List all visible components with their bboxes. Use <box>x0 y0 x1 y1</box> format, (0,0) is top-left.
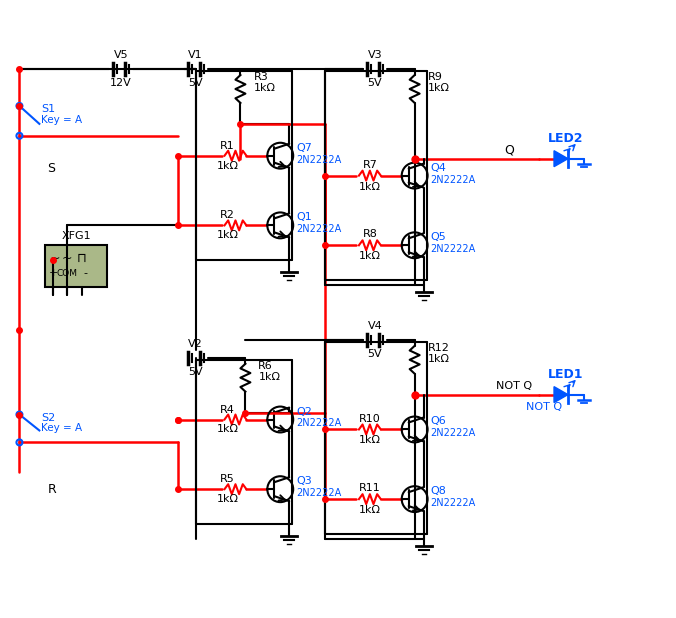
Text: Q3: Q3 <box>296 476 312 486</box>
Text: +: + <box>49 268 58 278</box>
Text: V4: V4 <box>368 321 382 331</box>
Text: LED2: LED2 <box>548 132 583 145</box>
Text: V2: V2 <box>189 339 203 349</box>
Text: 1kΩ: 1kΩ <box>359 436 381 446</box>
Text: 2N2222A: 2N2222A <box>431 244 476 254</box>
Text: ⊓: ⊓ <box>76 252 86 265</box>
Text: R2: R2 <box>220 210 235 221</box>
Text: V5: V5 <box>114 50 128 60</box>
Text: R3: R3 <box>254 72 268 82</box>
Text: -: - <box>83 268 87 278</box>
Text: Key = A: Key = A <box>41 115 82 125</box>
Text: 1kΩ: 1kΩ <box>254 83 275 93</box>
Text: ~: ~ <box>62 252 72 265</box>
FancyBboxPatch shape <box>45 245 107 287</box>
Text: 1kΩ: 1kΩ <box>359 182 381 192</box>
Text: Q5: Q5 <box>431 232 446 242</box>
Text: XFG1: XFG1 <box>62 231 91 241</box>
Text: 2N2222A: 2N2222A <box>431 174 476 185</box>
Text: R11: R11 <box>359 483 381 493</box>
Text: Q4: Q4 <box>431 163 446 172</box>
Text: 5V: 5V <box>189 366 203 377</box>
Text: Q1: Q1 <box>296 213 312 222</box>
Text: V1: V1 <box>189 50 203 60</box>
Text: 2N2222A: 2N2222A <box>296 418 341 428</box>
Text: COM: COM <box>57 269 78 277</box>
Text: 1kΩ: 1kΩ <box>216 231 239 240</box>
Text: 1kΩ: 1kΩ <box>216 161 239 171</box>
Text: Q7: Q7 <box>296 143 312 153</box>
Text: S: S <box>47 162 55 175</box>
Text: Q: Q <box>504 143 514 156</box>
Text: 2N2222A: 2N2222A <box>431 428 476 438</box>
Text: S1: S1 <box>41 104 55 114</box>
Text: 1kΩ: 1kΩ <box>216 494 239 504</box>
Text: R1: R1 <box>220 141 235 151</box>
Text: R7: R7 <box>362 159 377 170</box>
Text: 1kΩ: 1kΩ <box>216 425 239 434</box>
Text: R5: R5 <box>220 474 235 485</box>
Text: 2N2222A: 2N2222A <box>296 488 341 498</box>
Text: 1kΩ: 1kΩ <box>428 83 450 93</box>
Text: NOT Q: NOT Q <box>526 402 562 412</box>
Text: R6: R6 <box>258 361 273 371</box>
Text: 5V: 5V <box>189 78 203 88</box>
Text: NOT Q: NOT Q <box>496 381 532 391</box>
Text: 1kΩ: 1kΩ <box>359 505 381 515</box>
Polygon shape <box>554 151 568 167</box>
Text: R10: R10 <box>359 413 381 423</box>
Text: R: R <box>47 483 56 496</box>
Text: R4: R4 <box>220 405 235 415</box>
Text: 2N2222A: 2N2222A <box>296 224 341 234</box>
Text: LED1: LED1 <box>548 368 583 381</box>
Text: R8: R8 <box>362 229 377 239</box>
Text: Key = A: Key = A <box>41 423 82 433</box>
Text: Q8: Q8 <box>431 486 446 496</box>
Text: ~: ~ <box>50 252 61 265</box>
Text: 5V: 5V <box>368 78 382 88</box>
Text: 1kΩ: 1kΩ <box>258 371 281 382</box>
Text: Q2: Q2 <box>296 407 312 417</box>
Polygon shape <box>554 387 568 402</box>
Text: 5V: 5V <box>368 349 382 359</box>
Text: Q6: Q6 <box>431 417 446 426</box>
Text: S2: S2 <box>41 412 55 423</box>
Text: V3: V3 <box>368 50 382 60</box>
Text: 2N2222A: 2N2222A <box>296 154 341 164</box>
Text: 2N2222A: 2N2222A <box>431 498 476 508</box>
Text: 1kΩ: 1kΩ <box>359 252 381 261</box>
Text: 1kΩ: 1kΩ <box>428 353 450 364</box>
Text: R9: R9 <box>428 72 443 82</box>
Text: 12V: 12V <box>110 78 132 88</box>
Text: R12: R12 <box>428 343 450 353</box>
